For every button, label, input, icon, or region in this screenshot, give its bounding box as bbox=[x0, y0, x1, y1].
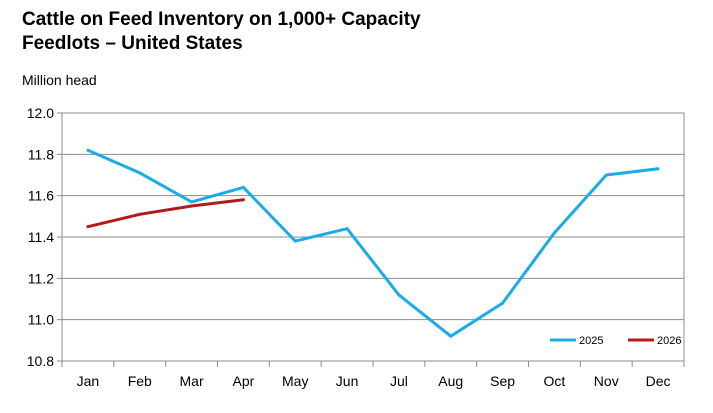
y-tick-label: 11.2 bbox=[28, 270, 54, 286]
x-tick-label: Feb bbox=[128, 373, 152, 389]
data-point-2025 bbox=[397, 293, 401, 297]
y-tick-label: 11.8 bbox=[28, 146, 54, 162]
y-tick-label: 11.0 bbox=[28, 312, 54, 328]
legend-item-2026: 2026 bbox=[628, 335, 681, 347]
x-tick-label: Jan bbox=[77, 373, 100, 389]
series-line-2026 bbox=[87, 198, 244, 229]
x-tick-label: May bbox=[282, 373, 308, 389]
data-point-2026 bbox=[138, 212, 142, 216]
x-tick-label: Dec bbox=[646, 373, 671, 389]
y-axis-label: Million head bbox=[22, 72, 97, 88]
data-point-2025 bbox=[604, 173, 608, 177]
y-tick-label: 10.8 bbox=[27, 353, 54, 369]
legend: 2025 2026 bbox=[550, 335, 681, 347]
data-point-2025 bbox=[449, 334, 453, 338]
x-tick-label: Mar bbox=[180, 373, 204, 389]
data-point-2026 bbox=[190, 204, 194, 208]
chart-title-line-2: Feedlots – United States bbox=[22, 33, 243, 54]
data-point-2025 bbox=[190, 200, 194, 204]
legend-item-2025: 2025 bbox=[550, 335, 603, 347]
x-tick-label: Sep bbox=[490, 373, 515, 389]
chart-title-line-1: Cattle on Feed Inventory on 1,000+ Capac… bbox=[22, 9, 421, 30]
data-point-2025 bbox=[552, 231, 556, 235]
x-tick-label: Nov bbox=[594, 373, 619, 389]
legend-label: 2026 bbox=[657, 335, 681, 347]
y-tick-label: 11.6 bbox=[28, 188, 54, 204]
x-tick-label: Jul bbox=[390, 373, 408, 389]
data-point-2025 bbox=[501, 301, 505, 305]
x-tick-label: Apr bbox=[233, 373, 255, 389]
data-point-2026 bbox=[241, 198, 245, 202]
data-point-2026 bbox=[86, 225, 90, 229]
y-tick-label: 11.4 bbox=[28, 229, 54, 245]
data-point-2025 bbox=[656, 167, 660, 171]
data-point-2025 bbox=[293, 239, 297, 243]
data-point-2025 bbox=[86, 148, 90, 152]
series-line-2025 bbox=[87, 148, 659, 338]
y-tick-label: 12.0 bbox=[27, 105, 54, 121]
data-point-2025 bbox=[345, 227, 349, 231]
x-tick-label: Aug bbox=[438, 373, 463, 389]
x-tick-label: Jun bbox=[336, 373, 359, 389]
data-point-2025 bbox=[241, 185, 245, 189]
legend-label: 2025 bbox=[579, 335, 603, 347]
data-point-2025 bbox=[138, 171, 142, 175]
chart-title: Cattle on Feed Inventory on 1,000+ Capac… bbox=[22, 8, 421, 56]
x-tick-label: Oct bbox=[544, 373, 566, 389]
